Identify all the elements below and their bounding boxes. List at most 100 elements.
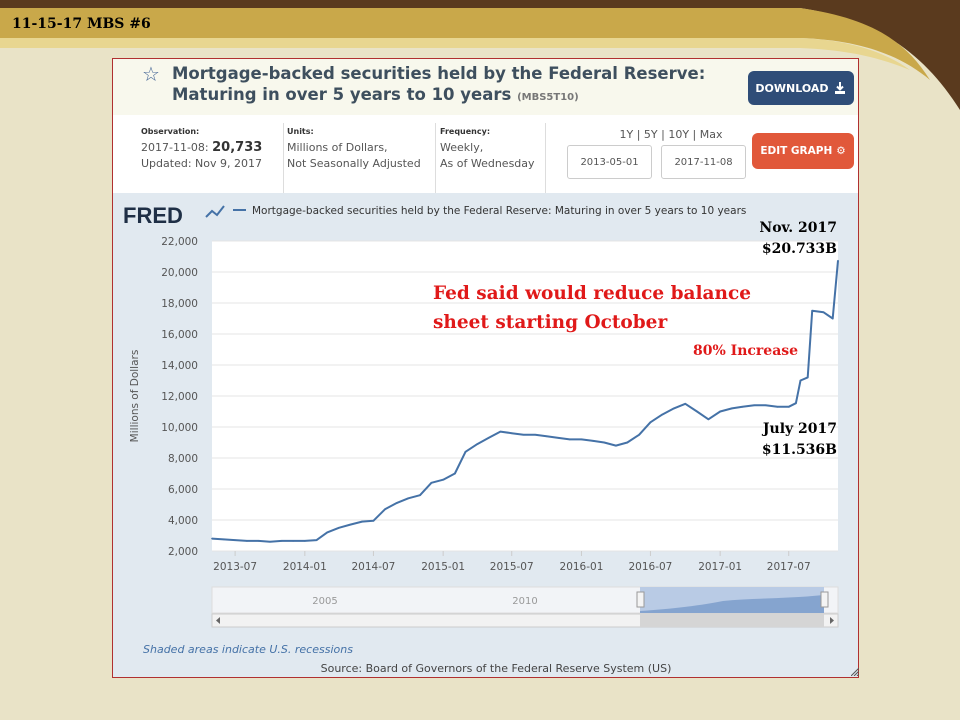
series-point: [673, 407, 675, 410]
annotation-nov-line1: Nov. 2017: [759, 220, 837, 236]
download-label: DOWNLOAD: [755, 81, 829, 95]
navigator-mini-series: [640, 595, 824, 613]
download-button[interactable]: DOWNLOAD: [748, 71, 854, 105]
annotation-nov-2017: Nov. 2017 $20.733B: [759, 218, 837, 260]
scrollbar-thumb: [640, 614, 824, 627]
series-point: [545, 435, 548, 438]
series-point: [719, 410, 721, 413]
series-point: [649, 421, 652, 424]
annotation-july-2017: July 2017 $11.536B: [762, 419, 837, 461]
annotation-nov-line2: $20.733B: [761, 241, 837, 257]
slide-title: 11-15-17 MBS #6: [12, 16, 151, 32]
series-point: [396, 502, 398, 504]
observation-date: 2017-11-08:: [141, 141, 209, 154]
series-point: [707, 418, 710, 421]
chart-area: FRED Mortgage-backed securities held by t…: [113, 193, 858, 677]
y-tick-label: 22,000: [161, 236, 198, 248]
frequency-block: Frequency: Weekly, As of Wednesday: [440, 127, 550, 205]
series-point: [684, 402, 687, 405]
star-icon[interactable]: ☆: [142, 62, 160, 86]
edit-graph-button[interactable]: EDIT GRAPH ⚙: [752, 133, 854, 169]
line-chart: FRED Mortgage-backed securities held by t…: [123, 203, 839, 675]
series-point: [338, 526, 340, 529]
series-point: [731, 407, 733, 410]
series-point: [776, 406, 779, 408]
series-point: [638, 433, 640, 436]
y-tick-label: 2,000: [168, 546, 198, 558]
series-code: (MBS5T10): [517, 92, 579, 103]
series-point: [246, 540, 248, 542]
frequency-label: Frequency:: [440, 127, 491, 136]
units-label: Units:: [287, 127, 314, 136]
x-tick-label: 2014-01: [283, 561, 327, 573]
y-tick-label: 8,000: [168, 453, 198, 465]
series-point: [419, 494, 421, 497]
observation-label: Observation:: [141, 127, 200, 136]
resize-grip-icon[interactable]: [851, 668, 859, 676]
start-date-input[interactable]: 2013-05-01: [567, 145, 652, 179]
series-header: ☆ Mortgage-backed securities held by the…: [113, 59, 858, 115]
series-point: [442, 478, 444, 481]
y-tick-label: 14,000: [161, 360, 198, 372]
series-point: [534, 433, 537, 436]
series-point: [831, 317, 834, 320]
series-title: Mortgage-backed securities held by the F…: [172, 63, 772, 108]
y-tick-label: 12,000: [161, 391, 198, 403]
fred-graph-icon: [205, 205, 225, 218]
annotation-july-line2: $11.536B: [761, 442, 837, 458]
units-block: Units: Millions of Dollars, Not Seasonal…: [287, 127, 437, 205]
series-point: [741, 406, 744, 408]
x-tick-label: 2016-01: [560, 561, 604, 573]
x-tick-label: 2017-01: [698, 561, 742, 573]
series-point: [487, 437, 490, 439]
navigator-label: 2005: [312, 596, 337, 607]
y-tick-label: 4,000: [168, 515, 198, 527]
y-axis-label: Millions of Dollars: [129, 350, 141, 443]
y-tick-label: 6,000: [168, 484, 198, 496]
series-line: [211, 260, 839, 543]
end-date-input[interactable]: 2017-11-08: [661, 145, 746, 179]
annotation-increase: 80% Increase: [693, 343, 799, 359]
series-point: [510, 432, 513, 434]
gear-icon: ⚙: [836, 145, 846, 157]
range-links[interactable]: 1Y | 5Y | 10Y | Max: [619, 128, 723, 141]
series-point: [795, 402, 797, 404]
series-point: [372, 519, 375, 522]
scroll-right-icon: [830, 617, 834, 624]
series-point: [522, 433, 525, 436]
series-point: [222, 538, 225, 541]
series-point: [799, 379, 802, 382]
edit-graph-label: EDIT GRAPH: [760, 145, 833, 157]
series-point: [837, 259, 839, 262]
units-line1: Millions of Dollars,: [287, 141, 388, 154]
series-point: [603, 441, 605, 444]
series-point: [234, 539, 236, 541]
series-point: [430, 482, 433, 484]
series-point: [315, 539, 318, 541]
series-point: [292, 540, 294, 542]
series-point: [592, 440, 595, 442]
series-point: [626, 441, 629, 444]
observation-value-line: 2017-11-08: 20,733: [141, 140, 281, 156]
series-point: [349, 523, 352, 526]
units-line2: Not Seasonally Adjusted: [287, 157, 421, 170]
frequency-line2: As of Wednesday: [440, 157, 535, 170]
series-point: [280, 540, 283, 542]
series-point: [407, 497, 410, 500]
fred-screenshot: ☆ Mortgage-backed securities held by the…: [112, 58, 859, 678]
updated-date: Updated: Nov 9, 2017: [141, 157, 262, 170]
series-point: [806, 376, 809, 379]
observation-block: Observation: 2017-11-08: 20,733 Updated:…: [141, 127, 281, 205]
meta-divider: [283, 123, 284, 193]
annotation-fed-line1: Fed said would reduce balance: [433, 283, 751, 304]
y-tick-label: 16,000: [161, 329, 198, 341]
series-point: [557, 437, 560, 439]
series-point: [764, 404, 767, 407]
y-tick-label: 20,000: [161, 267, 198, 279]
series-point: [211, 537, 213, 540]
series-point: [580, 438, 583, 441]
source-note: Source: Board of Governors of the Federa…: [321, 662, 672, 675]
fred-logo: FRED: [123, 203, 183, 228]
meta-divider: [545, 123, 546, 193]
x-tick-label: 2013-07: [213, 561, 257, 573]
